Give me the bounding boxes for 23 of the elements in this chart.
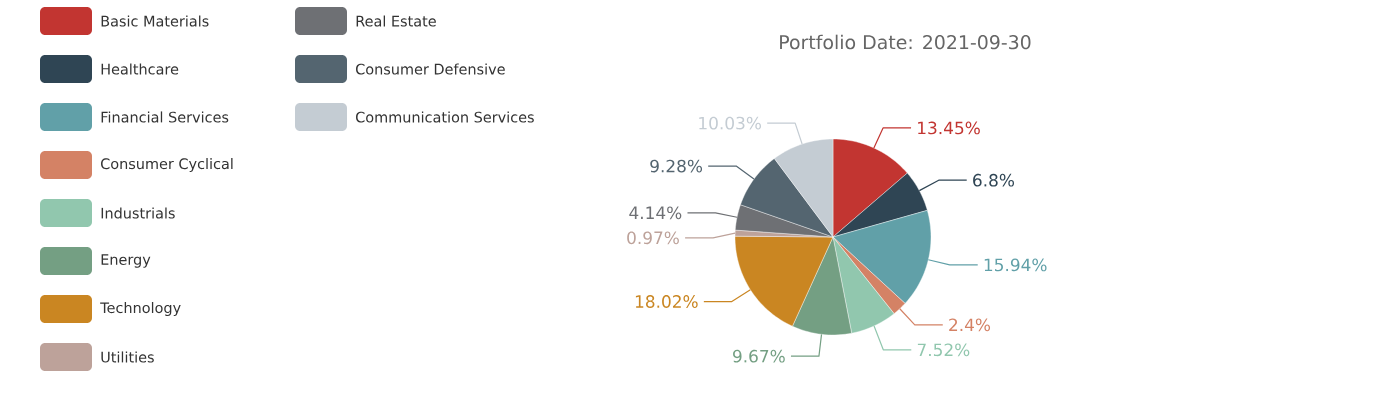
- data-label: 4.14%: [629, 206, 682, 220]
- legend-label: Communication Services: [356, 111, 534, 123]
- legend-label: Real Estate: [356, 15, 436, 27]
- data-label: 15.94%: [984, 258, 1047, 272]
- data-label: 6.8%: [973, 173, 1015, 187]
- data-label: 0.97%: [627, 231, 679, 245]
- data-label: 18.02%: [635, 295, 698, 308]
- legend-label: Technology: [100, 302, 181, 316]
- legend-label: Basic Materials: [101, 15, 209, 27]
- data-label: 7.52%: [917, 343, 970, 357]
- legend-label: Utilities: [101, 351, 154, 363]
- legend-label: Energy: [101, 254, 151, 268]
- legend-label: Industrials: [101, 207, 175, 219]
- data-label: 10.03%: [699, 116, 762, 130]
- legend-label: Consumer Defensive: [356, 63, 505, 75]
- text: Portfolio Date: 2021-09-30: [780, 34, 1031, 50]
- data-label: 9.28%: [650, 159, 703, 173]
- data-label: 13.45%: [918, 121, 980, 135]
- legend-label: Financial Services: [101, 111, 229, 123]
- data-label: 2.4%: [949, 318, 991, 332]
- data-label: 9.67%: [733, 349, 785, 363]
- legend-label: Consumer Cyclical: [101, 158, 233, 172]
- legend-label: Healthcare: [101, 63, 179, 75]
